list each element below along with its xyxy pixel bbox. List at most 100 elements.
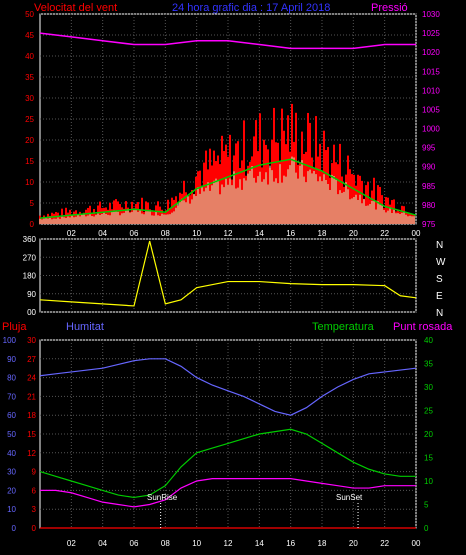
x-tick-label-bottom: 04	[98, 539, 107, 548]
pressure-label: Pressió	[371, 2, 408, 14]
dewpoint-label: Punt rosada	[393, 321, 453, 333]
x-tick-label-top: 08	[161, 229, 170, 238]
pressure-y-tick: 1030	[422, 10, 440, 19]
pressure-y-tick: 995	[422, 144, 436, 153]
wind-y-tick: 20	[25, 136, 34, 145]
x-tick-label-top: 10	[192, 229, 201, 238]
direction-line	[39, 240, 417, 307]
humidity-y-tick: 0	[12, 524, 17, 533]
sunrise-label: SunRise	[147, 493, 178, 502]
humidity-y-tick: 70	[7, 392, 16, 401]
x-tick-label-top: 06	[130, 229, 139, 238]
x-tick-label-bottom: 16	[286, 539, 295, 548]
humidity-y-tick: 10	[7, 505, 16, 514]
dir-letter-e: E	[436, 291, 443, 302]
x-tick-label-bottom: 10	[192, 539, 201, 548]
x-tick-label-bottom: 18	[318, 539, 327, 548]
x-tick-label-top: 00	[412, 229, 421, 238]
temp-y-tick: 25	[424, 407, 433, 416]
x-tick-label-top: 18	[318, 229, 327, 238]
rain-y-tick: 21	[27, 392, 36, 401]
pressure-y-tick: 985	[422, 182, 436, 191]
rain-y-tick: 9	[32, 468, 37, 477]
wind-y-tick: 15	[25, 157, 34, 166]
humidity-y-tick: 90	[7, 355, 16, 364]
rain-y-tick: 3	[32, 505, 37, 514]
temp-y-tick: 40	[424, 336, 433, 345]
wind-y-tick: 50	[25, 10, 34, 19]
dir-y-tick: 90	[27, 290, 36, 299]
pressure-y-tick: 1015	[422, 67, 440, 76]
chart-title: 24 hora grafic dia : 17 April 2018	[172, 2, 330, 14]
x-tick-label-top: 20	[349, 229, 358, 238]
rain-y-tick: 15	[27, 430, 36, 439]
rain-y-tick: 18	[27, 411, 36, 420]
x-tick-label-bottom: 14	[255, 539, 264, 548]
dewpoint-line	[40, 478, 416, 508]
x-tick-label-bottom: 06	[130, 539, 139, 548]
temp-y-tick: 20	[424, 430, 433, 439]
dir-y-tick: 180	[23, 272, 37, 281]
rain-label: Pluja	[2, 321, 27, 333]
dir-letter-w: W	[436, 257, 446, 268]
pressure-y-tick: 1025	[422, 29, 440, 38]
x-tick-label-top: 16	[286, 229, 295, 238]
temp-y-tick: 10	[424, 477, 433, 486]
wind-y-tick: 30	[25, 94, 34, 103]
temp-y-tick: 30	[424, 383, 433, 392]
pressure-y-tick: 1005	[422, 105, 440, 114]
humidity-line	[39, 358, 417, 416]
temp-y-tick: 15	[424, 454, 433, 463]
temp-y-tick: 35	[424, 360, 433, 369]
wind-y-tick: 10	[25, 178, 34, 187]
lower-series	[39, 358, 417, 529]
pressure-y-tick: 1020	[422, 48, 440, 57]
wind-average-line	[39, 158, 417, 219]
humidity-y-tick: 40	[7, 449, 16, 458]
grid-lines	[40, 13, 417, 529]
x-tick-label-bottom: 00	[412, 539, 421, 548]
x-tick-label-top: 14	[255, 229, 264, 238]
rain-y-tick: 24	[27, 374, 36, 383]
direction-series	[39, 240, 417, 307]
rain-y-tick: 12	[27, 449, 36, 458]
temperature-label: Temperatura	[312, 321, 375, 333]
pressure-y-tick: 980	[422, 201, 436, 210]
x-tick-label-top: 22	[380, 229, 389, 238]
rain-y-tick: 30	[27, 336, 36, 345]
x-tick-label-top: 12	[224, 229, 233, 238]
x-tick-label-top: 04	[98, 229, 107, 238]
x-tick-label-bottom: 08	[161, 539, 170, 548]
pressure-y-tick: 975	[422, 220, 436, 229]
wind-y-tick: 25	[25, 115, 34, 124]
humidity-label: Humitat	[66, 321, 104, 333]
rain-y-tick: 27	[27, 355, 36, 364]
temp-y-tick: 0	[424, 524, 429, 533]
rain-y-tick: 6	[32, 486, 37, 495]
humidity-y-tick: 50	[7, 430, 16, 439]
dir-letter-n-top: N	[436, 240, 443, 251]
dir-letter-s: S	[436, 274, 443, 285]
sunset-label: SunSet	[336, 493, 363, 502]
wind-y-tick: 35	[25, 73, 34, 82]
humidity-y-tick: 60	[7, 411, 16, 420]
wind-speed-label: Velocitat del vent	[34, 2, 117, 14]
wind-y-tick: 40	[25, 52, 34, 61]
humidity-y-tick: 30	[7, 468, 16, 477]
pressure-y-tick: 990	[422, 163, 436, 172]
dir-y-tick: 270	[23, 253, 37, 262]
rain-y-tick: 0	[32, 524, 37, 533]
wind-y-tick: 5	[30, 199, 35, 208]
temperature-line	[39, 428, 416, 499]
humidity-y-tick: 80	[7, 374, 16, 383]
dir-letter-n-bottom: N	[436, 308, 443, 319]
humidity-y-tick: 100	[3, 336, 17, 345]
x-tick-label-bottom: 12	[224, 539, 233, 548]
pressure-y-tick: 1010	[422, 86, 440, 95]
wind-series	[39, 32, 417, 224]
tick-labels: 0202040406060808101012121414161618182020…	[3, 10, 441, 548]
x-tick-label-top: 02	[67, 229, 76, 238]
pressure-line	[39, 32, 416, 50]
x-tick-label-bottom: 22	[380, 539, 389, 548]
temp-y-tick: 5	[424, 501, 429, 510]
